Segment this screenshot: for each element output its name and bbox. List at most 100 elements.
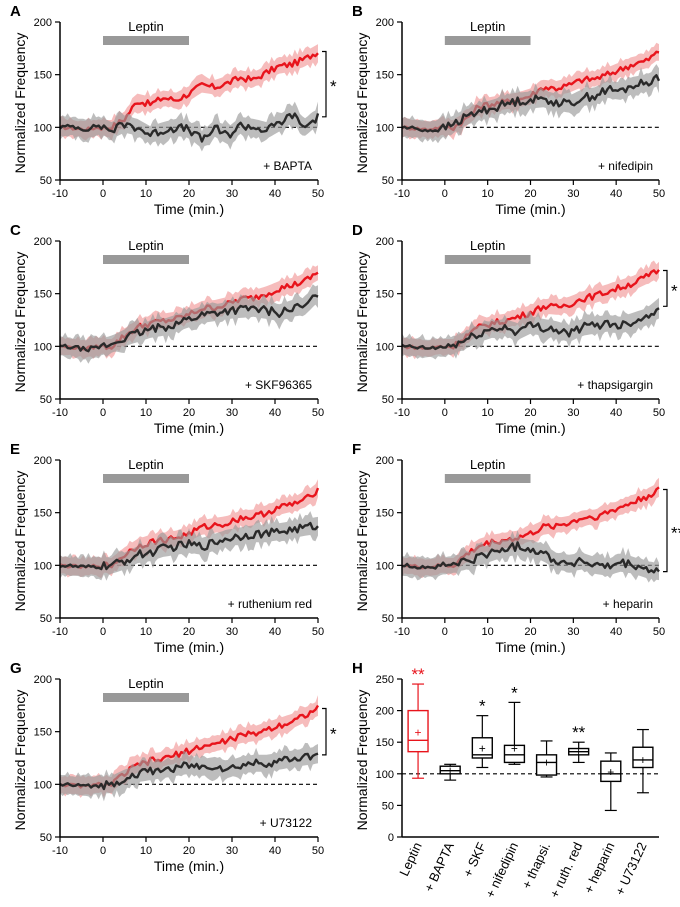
category-label: + SKF	[460, 840, 489, 879]
leptin-bar	[103, 36, 189, 45]
y-tick-label: 100	[376, 122, 394, 134]
x-tick-label: 0	[442, 407, 448, 419]
x-tick-label: 20	[524, 407, 536, 419]
series-line-treated	[401, 74, 661, 133]
x-tick-label: 10	[140, 407, 152, 419]
x-tick-label: 0	[442, 188, 448, 200]
box-iqr	[407, 709, 429, 753]
box-mean-marker: +	[607, 765, 614, 779]
panel-b: B Leptin 50 100 150 200 -10 0 10 20 30 40 50 Time (mi…	[352, 3, 665, 217]
box-6: + ** + ruth. red	[547, 723, 590, 900]
panel-d: D Leptin 50 100 150 200 -10 0 10 20 30 40 50 Time (mi…	[352, 222, 678, 436]
condition-label: + thapsigargin	[577, 378, 653, 392]
panel-letter: H	[352, 660, 363, 677]
category-label: + BAPTA	[421, 840, 457, 895]
x-tick-label: 0	[442, 626, 448, 638]
leptin-label: Leptin	[470, 457, 505, 472]
x-tick-label: 20	[524, 188, 536, 200]
significance-bracket	[663, 269, 668, 307]
x-axis-label: Time (min.)	[495, 639, 565, 655]
y-tick-label: 50	[40, 175, 52, 187]
series-band-treated	[60, 742, 318, 802]
significance-marker: *	[330, 77, 337, 96]
panel-letter: G	[10, 660, 22, 677]
series-line-treated	[401, 307, 660, 351]
leptin-bar	[444, 255, 531, 264]
significance-marker: **	[671, 524, 680, 543]
x-tick-label: 0	[100, 845, 106, 857]
leptin-label: Leptin	[470, 19, 505, 34]
y-tick-label: 50	[40, 832, 52, 844]
y-axis-label: Normalized Frequency	[354, 471, 370, 612]
box-5: + + thapsi.	[519, 740, 558, 891]
significance-marker: *	[479, 697, 486, 716]
x-tick-label: -10	[394, 626, 410, 638]
x-tick-label: 30	[226, 188, 238, 200]
x-tick-label: 50	[312, 188, 324, 200]
box-2: + + BAPTA	[421, 764, 461, 895]
y-tick-label: 50	[382, 394, 394, 406]
x-tick-label: 40	[269, 188, 281, 200]
y-tick-label: 150	[376, 70, 394, 82]
y-tick-label: 150	[376, 737, 394, 749]
leptin-bar	[444, 474, 531, 483]
box-mean-marker: +	[415, 726, 422, 740]
condition-label: + ruthenium red	[228, 597, 312, 611]
x-tick-label: 30	[567, 188, 579, 200]
x-tick-label: -10	[52, 188, 68, 200]
series-line-treated	[59, 294, 319, 353]
panel-e: E Leptin 50 100 150 200 -10 0 10 20 30 40 50 Time (mi…	[10, 441, 324, 655]
significance-bracket	[322, 707, 327, 756]
x-tick-label: 30	[567, 626, 579, 638]
x-tick-label: 20	[183, 188, 195, 200]
box-1: + ** Leptin	[396, 665, 429, 878]
y-axis-label: Normalized Frequency	[354, 252, 370, 393]
category-label: + heparin	[581, 840, 618, 896]
y-tick-label: 150	[34, 289, 52, 301]
panel-f: F Leptin 50 100 150 200 -10 0 10 20 30 40 50 Time (mi…	[352, 441, 680, 655]
y-tick-label: 0	[388, 832, 394, 844]
y-tick-label: 150	[376, 289, 394, 301]
x-tick-label: 40	[610, 188, 622, 200]
x-tick-label: 0	[100, 407, 106, 419]
y-tick-label: 100	[34, 122, 52, 134]
series-band-treated	[60, 511, 318, 581]
series-band-treated	[60, 101, 318, 152]
y-tick-label: 150	[34, 508, 52, 520]
significance-bracket	[663, 488, 668, 573]
y-tick-label: 50	[40, 394, 52, 406]
x-tick-label: 50	[312, 845, 324, 857]
x-tick-label: 40	[269, 626, 281, 638]
category-label: + ruth. red	[547, 840, 586, 900]
box-mean-marker: +	[543, 755, 550, 769]
series-band-treated	[60, 284, 318, 364]
box-iqr	[503, 744, 526, 764]
significance-bracket	[322, 50, 327, 118]
y-axis-label: Normalized Frequency	[12, 690, 28, 831]
x-tick-label: 10	[482, 626, 494, 638]
box-iqr	[600, 760, 622, 783]
series-line-treated	[59, 112, 320, 143]
y-axis-label: Normalized Frequency	[12, 33, 28, 174]
panel-letter: D	[352, 222, 363, 239]
box-mean-marker: +	[447, 764, 454, 778]
y-tick-label: 200	[376, 17, 394, 29]
box-iqr	[535, 754, 558, 776]
y-tick-label: 250	[376, 674, 394, 686]
x-tick-label: 10	[482, 188, 494, 200]
y-tick-label: 50	[382, 613, 394, 625]
significance-marker: **	[411, 665, 425, 684]
box-mean-marker: +	[575, 745, 582, 759]
leptin-label: Leptin	[128, 238, 163, 253]
box-mean-marker: +	[639, 753, 646, 767]
leptin-label: Leptin	[128, 19, 163, 34]
significance-marker: **	[572, 723, 586, 742]
y-tick-label: 100	[34, 779, 52, 791]
y-tick-label: 50	[382, 800, 394, 812]
x-axis-label: Time (min.)	[495, 201, 565, 217]
x-tick-label: 50	[653, 407, 665, 419]
y-tick-label: 100	[376, 769, 394, 781]
condition-label: + U73122	[260, 816, 313, 830]
